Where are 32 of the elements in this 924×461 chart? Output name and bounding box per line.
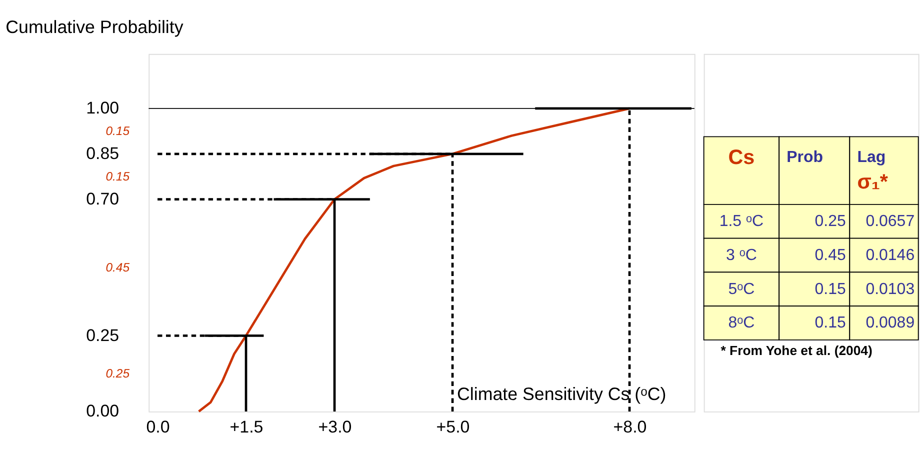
text: 0.45 [106,260,130,274]
text: 8ᵒC [728,314,755,332]
x-tick-label: +1.5 [230,418,264,437]
x-tick-label: 0.0 [146,418,170,437]
text: 3 ᵒC [726,246,757,264]
y-tick-label: 0.00 [86,402,120,421]
text: 0.15 [814,314,846,332]
text: 0.15 [106,169,130,184]
text: 0.45 [814,246,846,264]
text: 0.0146 [866,246,915,264]
category-label: Lag σ₁* [857,149,889,194]
y-tick-label: 0.85 [86,144,120,164]
y-tick-label: 1.00 [86,98,120,118]
text: 0.15 [814,280,846,298]
category-label: Prob [786,149,824,166]
text: 0.15 [106,124,130,138]
category-label: Cs [728,146,755,169]
text: 0.25 [814,213,846,230]
text: 5ᵒC [728,280,755,298]
x-tick-label: +3.0 [318,418,352,437]
text: 0.0103 [866,280,915,298]
x-tick-label: +8.0 [613,418,647,437]
x-axis-title: Climate Sensitivity Cs (ᵒC) [456,384,666,404]
text: 0.25 [106,366,130,380]
text: 1.5 ᵒC [719,213,764,230]
text: 0.0089 [866,314,915,332]
x-tick-label: +5.0 [436,418,470,437]
text: 0.0657 [866,213,915,230]
chart-title: Cumulative Probability [6,17,184,38]
y-tick-label: 0.25 [86,326,120,345]
text: * From Yohe et al. (2004) [720,342,872,358]
y-tick-label: 0.70 [86,190,120,209]
